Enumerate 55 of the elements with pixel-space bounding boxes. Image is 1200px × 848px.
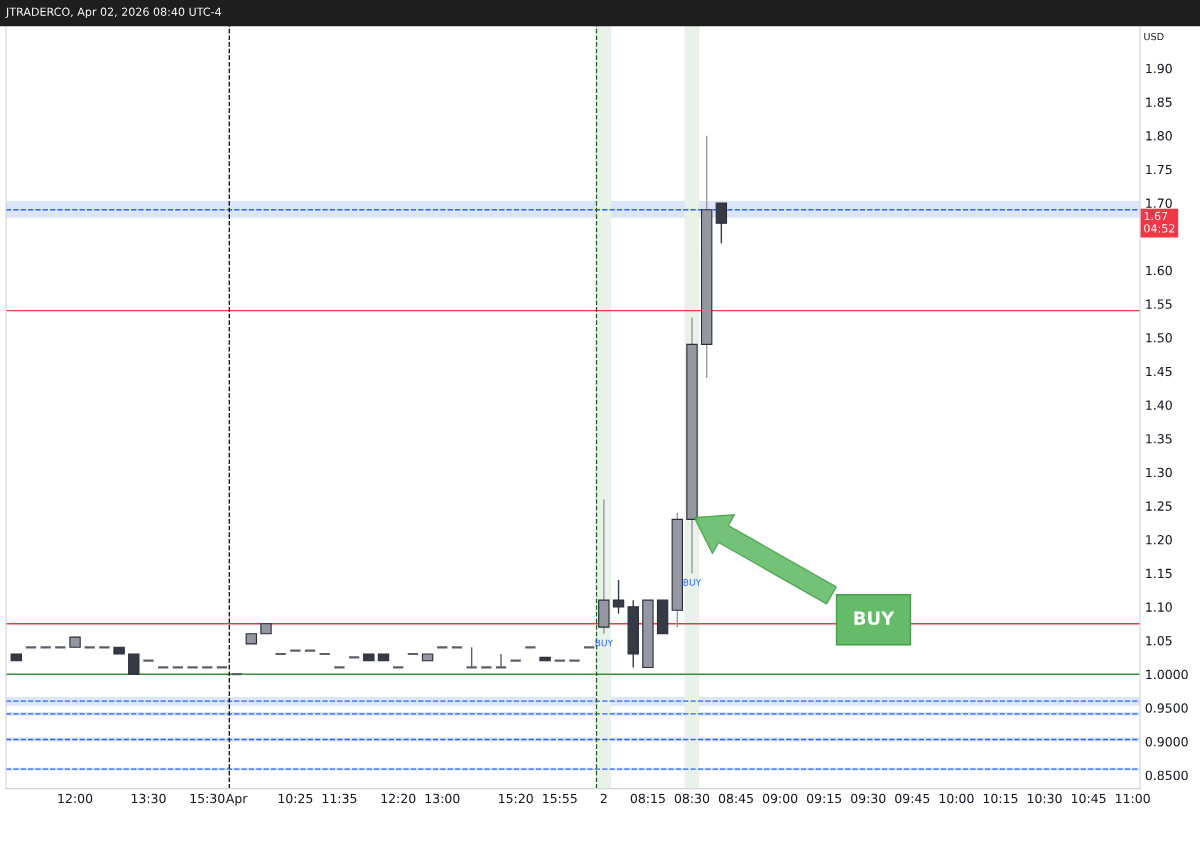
y-tick-label: 1.50 — [1146, 333, 1172, 343]
x-tick-label: 08:15 — [630, 793, 665, 804]
x-tick-label: Apr — [225, 793, 248, 806]
y-tick-label: 1.25 — [1146, 501, 1172, 511]
y-axis-title: USD — [1144, 32, 1164, 41]
x-tick-label: 09:45 — [895, 793, 930, 804]
annotation: 1.67 04:52 — [1144, 211, 1175, 233]
x-tick-label: 13:00 — [425, 793, 460, 804]
x-tick-label: 09:30 — [851, 793, 886, 804]
x-tick-label: 09:00 — [762, 793, 798, 804]
y-tick-label: 1.20 — [1146, 535, 1172, 545]
y-tick-label: 1.80 — [1146, 131, 1172, 141]
y-tick-label: 1.70 — [1146, 198, 1172, 208]
x-tick-label: 08:30 — [674, 793, 710, 804]
candlestick — [494, 653, 508, 669]
x-tick-label: 15:30 — [190, 793, 225, 804]
x-tick-label: 2 — [600, 793, 607, 803]
x-tick-label: 15:20 — [499, 793, 533, 804]
y-tick-label: 0.8500 — [1145, 770, 1188, 781]
candlestick — [612, 579, 625, 615]
annotation: BUY — [683, 579, 702, 586]
y-tick-label: 1.60 — [1146, 265, 1172, 276]
y-tick-label: 1.15 — [1146, 568, 1172, 579]
x-tick-label: 11:35 — [322, 793, 357, 804]
annotation: BUY — [854, 611, 895, 626]
x-tick-label: 11:00 — [1116, 793, 1150, 804]
y-tick-label: 1.55 — [1146, 299, 1172, 309]
y-tick-label: 1.35 — [1146, 434, 1172, 444]
y-tick-label: 1.90 — [1146, 63, 1172, 74]
x-tick-label: 10:30 — [1027, 793, 1062, 804]
x-tick-label: 09:15 — [807, 793, 842, 804]
annotation: BUY — [595, 639, 614, 647]
y-tick-label: 0.9000 — [1145, 736, 1188, 747]
candlestick — [715, 202, 728, 245]
y-tick-label: 1.85 — [1146, 97, 1172, 107]
x-tick-label: 15:55 — [543, 793, 577, 804]
x-tick-label: 10:45 — [1071, 793, 1106, 804]
x-tick-label: 12:20 — [381, 793, 416, 804]
x-tick-label: 13:30 — [131, 793, 166, 804]
y-tick-label: 1.05 — [1146, 636, 1172, 646]
y-tick-label: 1.40 — [1146, 400, 1172, 410]
y-tick-label: 1.10 — [1146, 602, 1172, 612]
y-tick-label: 1.0000 — [1146, 669, 1188, 680]
candlestick — [128, 653, 140, 675]
y-tick-label: 0.9500 — [1145, 703, 1188, 713]
y-tick-label: 1.45 — [1146, 366, 1172, 377]
x-tick-label: 08:45 — [718, 793, 753, 804]
candlestick — [465, 646, 478, 669]
x-tick-label: 10:15 — [983, 793, 1018, 804]
y-tick-label: 1.75 — [1146, 164, 1172, 175]
y-tick-label: 1.30 — [1146, 467, 1172, 478]
x-tick-label: 12:00 — [58, 793, 93, 804]
x-tick-label: 10:00 — [939, 793, 974, 804]
x-tick-label: 10:25 — [278, 793, 313, 804]
chart-title: JTRADERCO, Apr 02, 2026 08:40 UTC-4 — [5, 7, 222, 19]
